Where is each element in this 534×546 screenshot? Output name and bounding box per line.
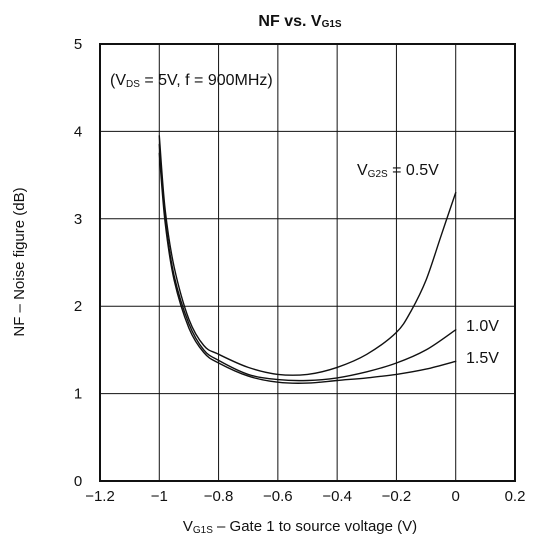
x-axis-label: VG1S – Gate 1 to source voltage (V) [183,518,417,536]
y-tick-label-1: 1 [74,386,82,403]
series-label-1-0v: 1.0V [466,318,499,335]
series-line-1-0v [158,143,457,382]
series-curves [158,135,457,384]
y-tick-label-2: 2 [74,298,82,315]
series-label-0-5v: VG2S = 0.5V [357,162,439,180]
y-tick-label-5: 5 [74,36,82,53]
series-line-0-5v [158,135,457,376]
x-tick-label-3: −0.6 [263,488,293,505]
series-line-1-5v [158,152,457,384]
x-tick-labels: −1.2 −1 −0.8 −0.6 −0.4 −0.2 0 0.2 [85,488,525,505]
x-tick-label-1: −1 [151,488,168,505]
grid [100,44,515,481]
x-tick-label-2: −0.8 [204,488,234,505]
y-tick-label-0: 0 [74,473,82,490]
plot-frame [99,43,516,482]
x-tick-label-5: −0.2 [382,488,412,505]
y-tick-label-4: 4 [74,123,82,140]
y-axis-label: NF – Noise figure (dB) [11,187,28,336]
chart-title: NF vs. VG1S [258,13,341,30]
y-tick-labels: 0 1 2 3 4 5 [74,36,82,490]
y-tick-label-3: 3 [74,211,82,228]
x-tick-label-6: 0 [452,488,460,505]
x-tick-label-7: 0.2 [505,488,526,505]
conditions-annotation: (VDS = 5V, f = 900MHz) [110,72,273,90]
x-tick-label-4: −0.4 [322,488,352,505]
series-label-1-5v: 1.5V [466,350,499,367]
x-tick-label-0: −1.2 [85,488,115,505]
